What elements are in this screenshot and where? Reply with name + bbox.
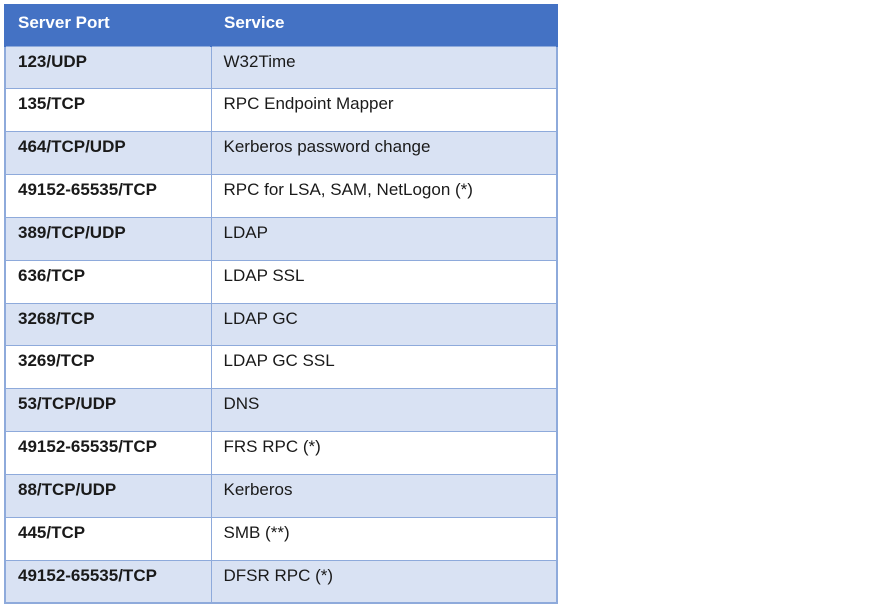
table-row: 88/TCP/UDP Kerberos — [4, 473, 558, 518]
port-cell: 636/TCP — [4, 259, 212, 304]
table-row: 135/TCP RPC Endpoint Mapper — [4, 88, 558, 133]
port-cell: 88/TCP/UDP — [4, 473, 212, 518]
table-row: 389/TCP/UDP LDAP — [4, 216, 558, 261]
service-cell: LDAP GC SSL — [210, 345, 558, 390]
port-cell: 3268/TCP — [4, 302, 212, 347]
table-row: 49152-65535/TCP FRS RPC (*) — [4, 431, 558, 475]
table-row: 49152-65535/TCP DFSR RPC (*) — [4, 559, 558, 604]
port-cell: 135/TCP — [4, 88, 212, 133]
port-cell: 123/UDP — [4, 45, 212, 90]
table-row: 464/TCP/UDP Kerberos password change — [4, 131, 558, 176]
table-header-row: Server Port Service — [4, 4, 558, 46]
server-ports-table: Server Port Service 123/UDP W32Time 135/TC… — [4, 4, 558, 604]
service-cell: FRS RPC (*) — [210, 431, 558, 475]
service-cell: DFSR RPC (*) — [210, 559, 558, 604]
table-row: 3268/TCP LDAP GC — [4, 302, 558, 347]
port-cell: 53/TCP/UDP — [4, 388, 212, 433]
table-body: 123/UDP W32Time 135/TCP RPC Endpoint Mapper… — [4, 45, 558, 604]
port-cell: 445/TCP — [4, 516, 212, 561]
column-header-service: Service — [210, 4, 558, 46]
port-cell: 49152-65535/TCP — [4, 431, 212, 475]
service-cell: RPC Endpoint Mapper — [210, 88, 558, 133]
port-cell: 3269/TCP — [4, 345, 212, 390]
table-row: 3269/TCP LDAP GC SSL — [4, 345, 558, 390]
port-cell: 464/TCP/UDP — [4, 131, 212, 176]
service-cell: LDAP SSL — [210, 259, 558, 304]
service-cell: W32Time — [210, 45, 558, 90]
port-cell: 389/TCP/UDP — [4, 216, 212, 261]
port-cell: 49152-65535/TCP — [4, 559, 212, 604]
table-row: 53/TCP/UDP DNS — [4, 388, 558, 433]
table-row: 49152-65535/TCP RPC for LSA, SAM, NetLogo… — [4, 174, 558, 218]
table-row: 123/UDP W32Time — [4, 45, 558, 90]
service-cell: RPC for LSA, SAM, NetLogon (*) — [210, 174, 558, 218]
service-cell: Kerberos — [210, 473, 558, 518]
service-cell: LDAP — [210, 216, 558, 261]
table-row: 445/TCP SMB (**) — [4, 516, 558, 561]
table-row: 636/TCP LDAP SSL — [4, 259, 558, 304]
service-cell: LDAP GC — [210, 302, 558, 347]
port-cell: 49152-65535/TCP — [4, 174, 212, 218]
service-cell: SMB (**) — [210, 516, 558, 561]
column-header-server-port: Server Port — [4, 4, 212, 46]
service-cell: Kerberos password change — [210, 131, 558, 176]
service-cell: DNS — [210, 388, 558, 433]
